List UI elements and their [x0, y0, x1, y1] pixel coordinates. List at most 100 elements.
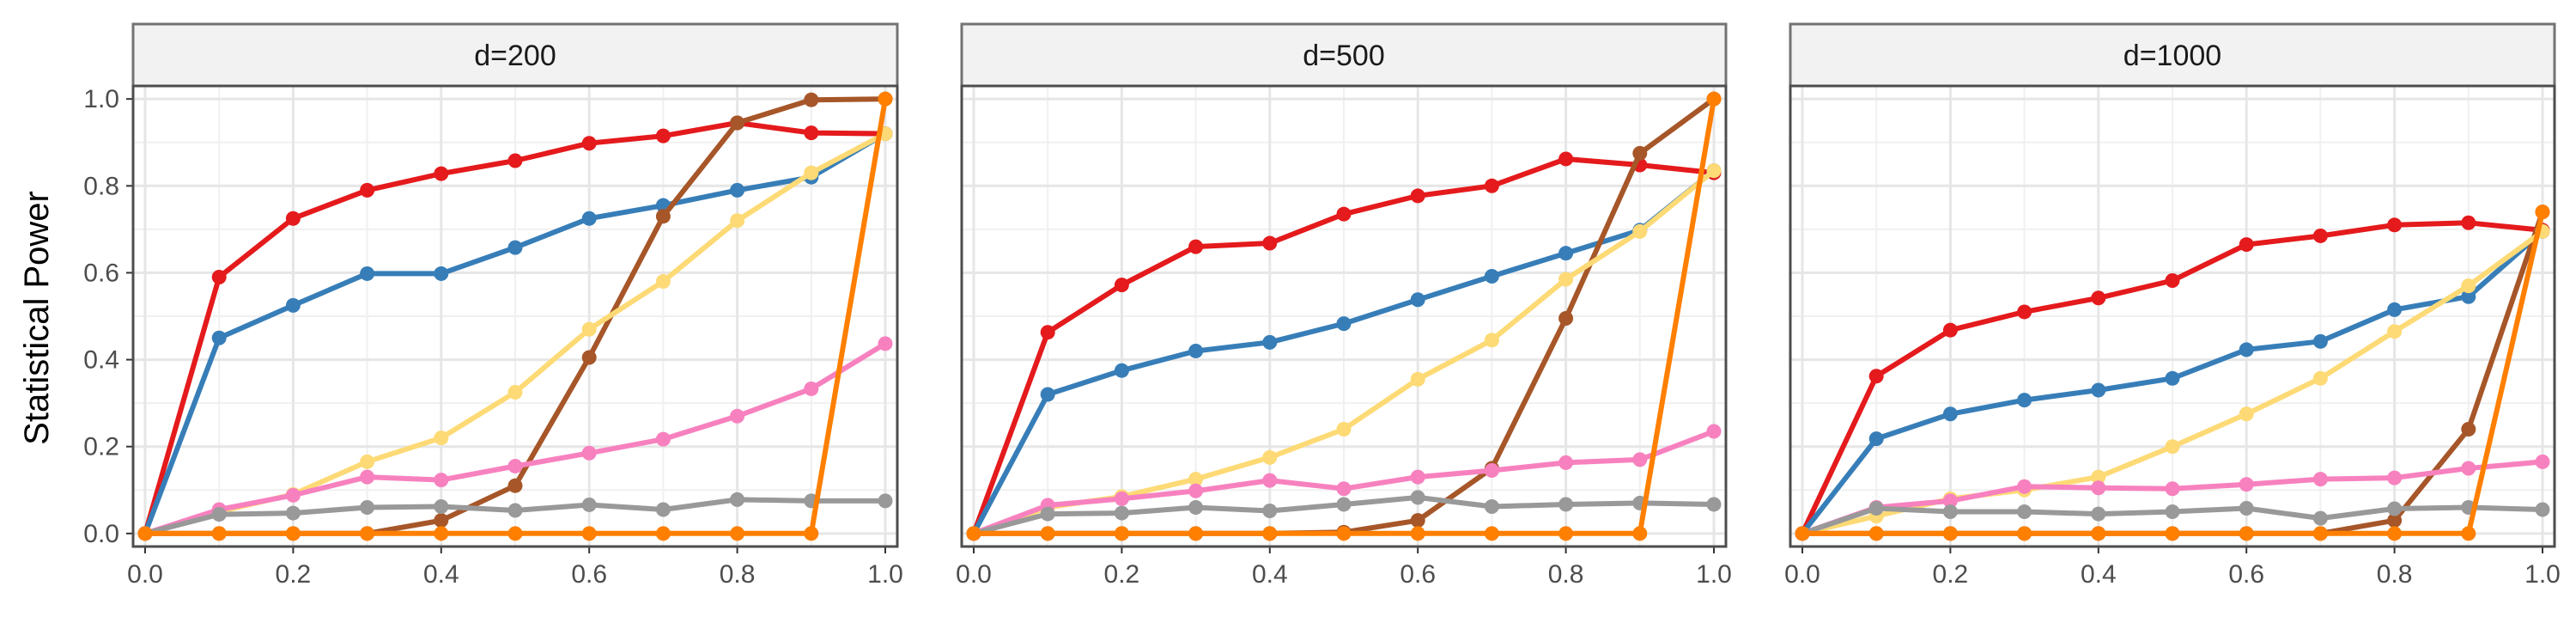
data-point-series-3	[581, 321, 597, 337]
data-point-series-1	[1942, 406, 1958, 422]
data-point-series-4	[2017, 479, 2032, 494]
data-point-series-4	[1942, 493, 1958, 509]
data-point-series-1	[211, 330, 227, 345]
data-point-series-4	[2239, 477, 2254, 492]
data-point-series-3	[730, 213, 745, 229]
data-point-series-3	[1484, 333, 1499, 348]
data-point-series-4	[581, 445, 597, 461]
panel-strip	[960, 22, 1728, 88]
data-point-series-5	[1558, 497, 1574, 512]
data-point-series-0	[1336, 206, 1352, 222]
data-point-series-1	[2239, 342, 2254, 357]
data-point-series-3	[2091, 469, 2106, 485]
data-point-series-1	[730, 182, 745, 198]
data-point-series-6	[581, 526, 597, 541]
data-point-series-3	[1262, 449, 1278, 465]
data-point-series-4	[804, 381, 819, 396]
data-point-series-5	[1114, 505, 1129, 521]
data-point-series-1	[1040, 387, 1055, 402]
data-point-series-5	[1188, 499, 1204, 515]
x-tick-label: 0.8	[1548, 560, 1584, 589]
data-point-series-5	[360, 499, 375, 515]
data-point-series-1	[2017, 393, 2032, 408]
data-point-series-2	[655, 209, 671, 224]
data-point-series-6	[1632, 526, 1648, 541]
data-point-series-3	[1188, 472, 1204, 487]
panel-border	[960, 84, 1728, 548]
data-point-series-0	[507, 153, 523, 168]
data-point-series-6	[1942, 526, 1958, 541]
x-tick-label: 0.8	[720, 560, 756, 589]
data-point-series-0	[434, 166, 449, 181]
data-point-series-5	[1942, 504, 1958, 520]
data-point-series-4	[730, 408, 745, 424]
data-point-series-6	[2461, 526, 2476, 541]
data-point-series-6	[1558, 526, 1574, 541]
data-point-series-4	[1114, 491, 1129, 506]
data-point-series-0	[1410, 188, 1425, 204]
data-point-series-6	[2535, 205, 2550, 220]
data-point-series-0	[2239, 237, 2254, 253]
data-point-series-6	[730, 526, 745, 541]
data-point-series-6	[1114, 526, 1129, 541]
data-point-series-4	[878, 336, 893, 351]
data-point-series-1	[1558, 246, 1574, 261]
panel-d=500: d=500 0.0 0.2 0.4 0.6 0.8 1.0	[956, 22, 1732, 589]
data-point-series-1	[2312, 333, 2328, 349]
x-tick-label: 0.6	[2228, 560, 2264, 589]
data-point-series-5	[655, 502, 671, 517]
panel-border	[131, 84, 899, 548]
y-tick-label: 1.0	[83, 85, 119, 113]
data-point-series-0	[211, 269, 227, 284]
data-point-series-0	[2387, 217, 2403, 233]
data-point-series-2	[507, 478, 523, 493]
data-point-series-3	[507, 384, 523, 400]
data-point-series-6	[1336, 526, 1352, 541]
data-point-series-4	[2091, 480, 2106, 496]
data-point-series-0	[2165, 273, 2180, 289]
data-point-series-5	[434, 498, 449, 514]
x-tick-label: 1.0	[1696, 560, 1732, 589]
data-point-series-2	[804, 92, 819, 107]
data-point-series-2	[1632, 145, 1648, 161]
x-tick-label: 0.6	[1400, 560, 1436, 589]
data-point-series-3	[804, 165, 819, 180]
data-point-series-6	[2091, 526, 2106, 541]
data-point-series-6	[1262, 526, 1278, 541]
data-point-series-4	[2461, 461, 2476, 476]
data-point-series-4	[1262, 473, 1278, 488]
data-point-series-2	[1410, 513, 1425, 528]
x-tick-label: 0.0	[127, 560, 163, 589]
data-point-series-1	[2091, 382, 2106, 398]
panel-strip-label: d=1000	[2123, 40, 2221, 72]
data-point-series-5	[2091, 506, 2106, 522]
data-point-series-0	[285, 211, 301, 226]
data-point-series-6	[1040, 526, 1055, 541]
panel-d=1000: d=1000 0.0 0.2 0.4 0.6 0.8 1.0	[1784, 22, 2561, 589]
data-point-series-6	[211, 526, 227, 541]
x-tick-label: 0.4	[2081, 560, 2117, 589]
data-point-series-1	[1188, 343, 1204, 358]
data-point-series-0	[1868, 369, 1884, 384]
data-point-series-6	[655, 526, 671, 541]
data-point-series-1	[1336, 316, 1352, 332]
data-point-series-4	[507, 458, 523, 473]
data-point-series-4	[1410, 469, 1425, 485]
y-tick-label: 0.4	[83, 346, 119, 375]
data-point-series-1	[2165, 370, 2180, 386]
data-point-series-5	[1706, 497, 1722, 512]
panel-d=200: d=200 0.0 0.2 0.4 0.6 0.8 1.0 0.0 0.2 0.4 0.6 0.8 1.…	[83, 22, 903, 589]
data-point-series-1	[2461, 289, 2476, 304]
data-point-series-6	[434, 526, 449, 541]
data-point-series-2	[730, 115, 745, 131]
panel-strip-label: d=200	[474, 40, 556, 72]
panel-border	[1789, 84, 2556, 548]
data-point-series-3	[1706, 163, 1722, 179]
data-point-series-5	[1262, 504, 1278, 519]
data-point-series-4	[1484, 463, 1499, 479]
data-point-series-5	[285, 505, 301, 521]
x-tick-label: 1.0	[2524, 560, 2561, 589]
data-point-series-0	[804, 125, 819, 141]
data-point-series-5	[2165, 504, 2180, 520]
x-tick-label: 0.2	[276, 560, 312, 589]
